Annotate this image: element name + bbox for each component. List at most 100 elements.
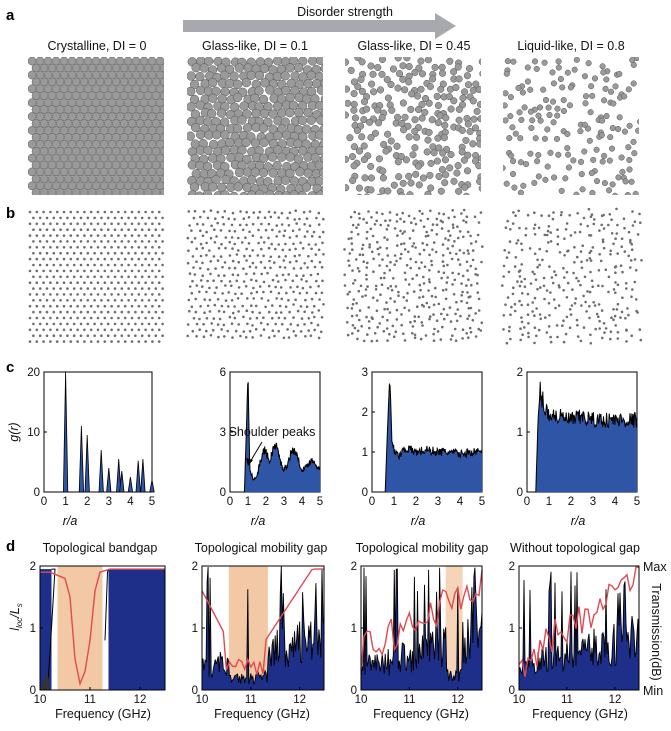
point (346, 333, 350, 337)
point (359, 284, 363, 288)
point (458, 230, 462, 233)
point (201, 274, 204, 278)
point (545, 249, 548, 253)
point (374, 288, 378, 291)
point (365, 266, 369, 269)
point (248, 254, 252, 258)
particle (462, 136, 470, 144)
particle (510, 158, 517, 165)
point (42, 340, 45, 343)
point (321, 241, 324, 245)
particle (383, 76, 391, 84)
point (343, 273, 347, 277)
point (476, 282, 479, 285)
point (367, 306, 371, 309)
point (451, 209, 455, 212)
point (526, 292, 530, 296)
point (623, 250, 627, 253)
point (352, 282, 355, 285)
point (83, 222, 86, 226)
y-tick-label: 0 (34, 487, 40, 499)
particle (254, 86, 264, 96)
bandgap-region (57, 566, 103, 690)
point (157, 340, 161, 343)
point (368, 245, 371, 249)
point (117, 304, 120, 308)
point (314, 291, 318, 295)
point (144, 210, 147, 214)
point (622, 217, 626, 220)
point (83, 246, 86, 249)
point (287, 336, 291, 339)
point (601, 284, 604, 288)
point (187, 298, 191, 302)
particle (528, 124, 535, 132)
particle (455, 75, 463, 83)
point (120, 322, 124, 326)
point (379, 293, 382, 297)
point (362, 260, 366, 264)
point (520, 320, 524, 324)
particle (259, 108, 270, 119)
shoulder-arrow-shaft (249, 441, 263, 463)
point (307, 329, 311, 332)
point (427, 289, 430, 292)
point (260, 297, 264, 300)
point (69, 234, 73, 237)
point (349, 215, 353, 219)
point (454, 339, 458, 343)
point (193, 273, 197, 276)
point (469, 234, 472, 238)
point (509, 313, 512, 317)
point (444, 237, 447, 240)
point (531, 301, 534, 304)
point (278, 265, 282, 269)
point (120, 240, 124, 243)
point (66, 240, 69, 243)
point (520, 280, 523, 284)
point (211, 328, 215, 332)
point (190, 240, 194, 244)
particle (208, 182, 218, 192)
point (371, 250, 374, 254)
point (259, 236, 263, 239)
point (409, 266, 413, 270)
particle (608, 145, 616, 152)
particle (187, 102, 196, 112)
point (193, 237, 197, 240)
point (86, 263, 90, 267)
point (245, 210, 248, 214)
particle (531, 58, 539, 65)
particle (419, 174, 427, 182)
particle (403, 57, 411, 62)
particle (55, 188, 65, 195)
axes-frame (43, 371, 153, 493)
point (191, 279, 194, 283)
x-tick-label: 10 (513, 694, 526, 706)
particle (424, 190, 432, 195)
point (137, 210, 141, 214)
particle (361, 174, 369, 182)
point (629, 266, 632, 269)
particle (564, 130, 571, 138)
point (260, 272, 264, 276)
point (247, 242, 251, 245)
point (144, 257, 147, 261)
point (461, 328, 465, 332)
point (35, 340, 39, 343)
particle (430, 149, 438, 157)
point (96, 246, 100, 249)
particle (434, 119, 442, 127)
point (428, 280, 431, 284)
point (161, 263, 164, 267)
point (49, 210, 52, 214)
point (222, 323, 226, 327)
particle (293, 154, 304, 164)
point (544, 316, 547, 319)
particle (268, 168, 278, 178)
particle (567, 84, 574, 91)
point (227, 305, 230, 308)
particle (315, 57, 323, 66)
point (32, 240, 35, 243)
particle (395, 70, 404, 78)
